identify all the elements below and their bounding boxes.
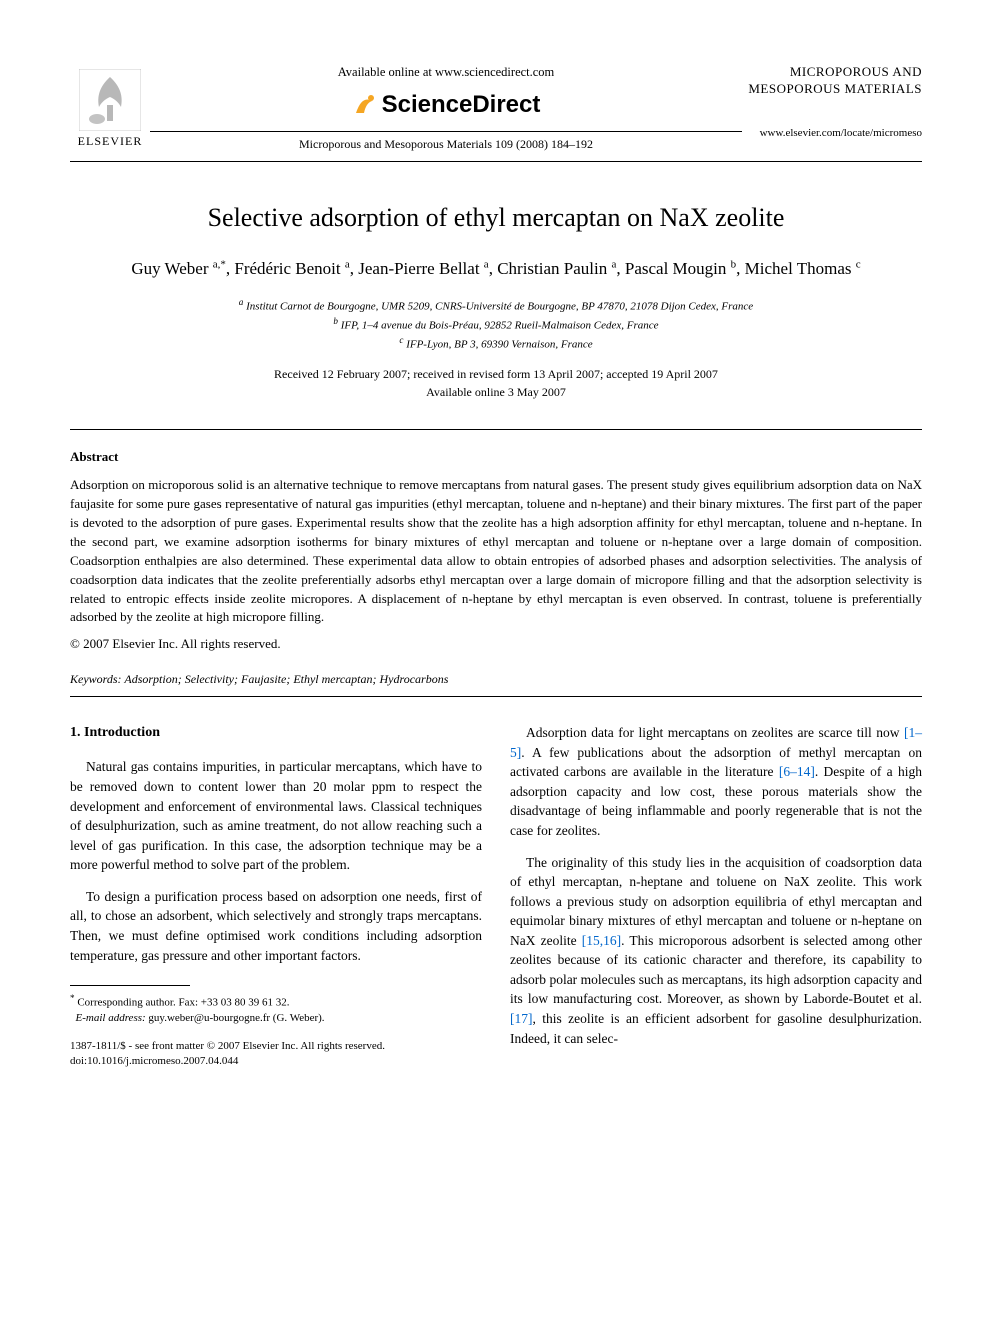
footnote-rule <box>70 985 190 986</box>
received-date: Received 12 February 2007; received in r… <box>70 365 922 383</box>
ref-link[interactable]: [17] <box>510 1011 533 1026</box>
affiliation-c: c IFP-Lyon, BP 3, 69390 Vernaison, Franc… <box>70 334 922 353</box>
left-para-2: To design a purification process based o… <box>70 887 482 965</box>
footer-copyright: 1387-1811/$ - see front matter © 2007 El… <box>70 1039 482 1055</box>
journal-url: www.elsevier.com/locate/micromeso <box>742 126 922 141</box>
journal-name-line1: MICROPOROUS AND <box>790 64 922 79</box>
authors-list: Guy Weber a,*, Frédéric Benoit a, Jean-P… <box>70 256 922 282</box>
header-rule <box>150 131 742 132</box>
right-para-1: Adsorption data for light mercaptans on … <box>510 723 922 840</box>
header-center: Available online at www.sciencedirect.co… <box>150 60 742 153</box>
elsevier-label: ELSEVIER <box>78 133 143 150</box>
corr-who: (G. Weber). <box>273 1012 325 1024</box>
right-para-2: The originality of this study lies in th… <box>510 853 922 1049</box>
keywords: Keywords: Adsorption; Selectivity; Fauja… <box>70 671 922 688</box>
corresponding-author-footnote: * Corresponding author. Fax: +33 03 80 3… <box>70 992 482 1026</box>
email-label: E-mail address: <box>76 1012 146 1024</box>
elsevier-logo: ELSEVIER <box>70 60 150 150</box>
left-column: 1. Introduction Natural gas contains imp… <box>70 723 482 1070</box>
keywords-list: Adsorption; Selectivity; Faujasite; Ethy… <box>124 672 448 686</box>
corr-email[interactable]: guy.weber@u-bourgogne.fr <box>148 1012 270 1024</box>
affiliations: a Institut Carnot de Bourgogne, UMR 5209… <box>70 296 922 353</box>
ref-link[interactable]: [6–14] <box>779 764 815 779</box>
article-dates: Received 12 February 2007; received in r… <box>70 365 922 401</box>
header-right: MICROPOROUS AND MESOPOROUS MATERIALS www… <box>742 60 922 141</box>
article-title: Selective adsorption of ethyl mercaptan … <box>70 200 922 236</box>
masthead: ELSEVIER Available online at www.science… <box>70 60 922 153</box>
body-columns: 1. Introduction Natural gas contains imp… <box>70 723 922 1070</box>
sciencedirect-text: ScienceDirect <box>382 88 541 122</box>
section-heading: 1. Introduction <box>70 723 482 743</box>
journal-name-line2: MESOPOROUS MATERIALS <box>748 81 922 96</box>
section-title: Introduction <box>84 725 160 740</box>
journal-name: MICROPOROUS AND MESOPOROUS MATERIALS <box>742 64 922 98</box>
section-number: 1. <box>70 725 81 740</box>
masthead-bottom-rule <box>70 161 922 162</box>
abstract-bottom-rule <box>70 696 922 697</box>
affiliation-b: b IFP, 1–4 avenue du Bois-Préau, 92852 R… <box>70 315 922 334</box>
journal-citation: Microporous and Mesoporous Materials 109… <box>150 136 742 153</box>
available-online-text: Available online at www.sciencedirect.co… <box>150 64 742 82</box>
ref-link[interactable]: [1–5] <box>510 725 922 760</box>
abstract-text: Adsorption on microporous solid is an al… <box>70 476 922 627</box>
ref-link[interactable]: [15,16] <box>582 933 621 948</box>
affiliation-a: a Institut Carnot de Bourgogne, UMR 5209… <box>70 296 922 315</box>
available-date: Available online 3 May 2007 <box>70 383 922 401</box>
page-root: ELSEVIER Available online at www.science… <box>0 0 992 1110</box>
footer-doi: doi:10.1016/j.micromeso.2007.04.044 <box>70 1054 482 1070</box>
elsevier-tree-icon <box>79 69 141 131</box>
abstract-heading: Abstract <box>70 448 922 466</box>
corr-label: Corresponding author. Fax: +33 03 80 39 … <box>77 997 289 1009</box>
left-para-1: Natural gas contains impurities, in part… <box>70 757 482 874</box>
sciencedirect-icon <box>352 91 378 117</box>
right-column: Adsorption data for light mercaptans on … <box>510 723 922 1070</box>
abstract-copyright: © 2007 Elsevier Inc. All rights reserved… <box>70 635 922 653</box>
keywords-label: Keywords: <box>70 672 122 686</box>
sciencedirect-brand: ScienceDirect <box>150 88 742 122</box>
